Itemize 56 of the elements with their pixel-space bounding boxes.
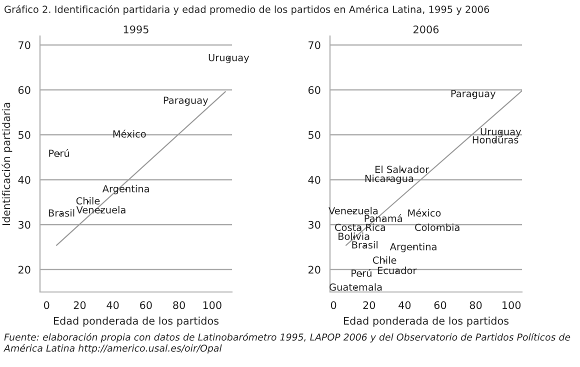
x-tick-label: 100 xyxy=(203,301,222,310)
y-tick-label: 20 xyxy=(18,266,30,274)
x-tick-label: 40 xyxy=(106,301,119,310)
x-tick-label: 80 xyxy=(173,301,185,310)
annotation: Brasil xyxy=(352,241,378,249)
annotation: Colombia xyxy=(415,224,460,232)
chart-title: 1995 xyxy=(124,25,148,34)
annotation: México xyxy=(408,208,441,217)
x-tick-label: 40 xyxy=(398,301,411,310)
y-tick-label: 50 xyxy=(18,131,30,139)
annotation: Argentina xyxy=(390,242,436,252)
annotation: Uruguay xyxy=(480,128,522,138)
x-tick-label: 0 xyxy=(330,301,336,310)
x-tick-label: 20 xyxy=(74,301,86,310)
y-tick-label: 30 xyxy=(308,220,320,229)
annotation: Venezuela xyxy=(328,206,378,214)
annotation: Argentina xyxy=(102,184,149,194)
chart-title: 2006 xyxy=(414,25,439,34)
annotation: Perú xyxy=(352,268,372,277)
x-tick-label: 20 xyxy=(363,301,376,310)
annotation: Panamá xyxy=(364,214,402,222)
annotation: Paraguay xyxy=(164,96,208,106)
annotation: Guatemala xyxy=(330,283,382,291)
annotation: Brasil xyxy=(48,209,74,217)
x-axis-title: Edad ponderada de los partidos xyxy=(54,316,219,327)
annotation: Ecuador xyxy=(378,266,417,274)
annotation: Costa Rica xyxy=(335,224,386,232)
y-tick-label: 40 xyxy=(18,176,30,184)
source-note: Fuente: elaboración propia con datos de Latinobarómetro 1995, LAPOP 2006 y del Observatorio de Partidos Políticos de América Latina http://americo.usal.es/oir/Opal xyxy=(3,333,570,354)
y-tick-label: 70 xyxy=(18,41,30,50)
y-axis-title: Identificación partidaria xyxy=(2,102,12,226)
annotation: Paraguay xyxy=(451,90,496,100)
annotation: Bolivia xyxy=(338,232,370,240)
x-tick-label: 60 xyxy=(434,301,446,310)
y-tick-label: 60 xyxy=(308,86,320,94)
y-tick-label: 40 xyxy=(308,176,320,184)
annotation: Nicaragua xyxy=(365,174,414,184)
annotation: Perú xyxy=(49,149,69,157)
x-tick-label: 0 xyxy=(44,301,50,310)
x-tick-label: 80 xyxy=(470,301,482,310)
annotation: Honduras xyxy=(472,136,518,144)
x-tick-label: 100 xyxy=(502,301,521,310)
text: Gráfico 2. Identificación partidaria y edad promedio de los partidos en América Latina, 1995 y 2006 xyxy=(4,5,490,15)
y-tick-label: 70 xyxy=(308,41,320,50)
annotation: Uruguay xyxy=(208,54,250,64)
annotation: México xyxy=(113,130,146,138)
y-tick-label: 30 xyxy=(18,220,30,229)
annotation: Venezuela xyxy=(76,206,126,214)
y-tick-label: 20 xyxy=(308,266,320,274)
annotation: El Salvador xyxy=(375,166,430,174)
annotation: Chile xyxy=(76,197,100,205)
annotation: Chile xyxy=(372,256,396,264)
y-tick-label: 60 xyxy=(18,86,30,94)
x-tick-label: 60 xyxy=(140,301,152,310)
x-axis-title: Edad ponderada de los partidos xyxy=(344,316,509,327)
y-tick-label: 50 xyxy=(308,131,320,139)
